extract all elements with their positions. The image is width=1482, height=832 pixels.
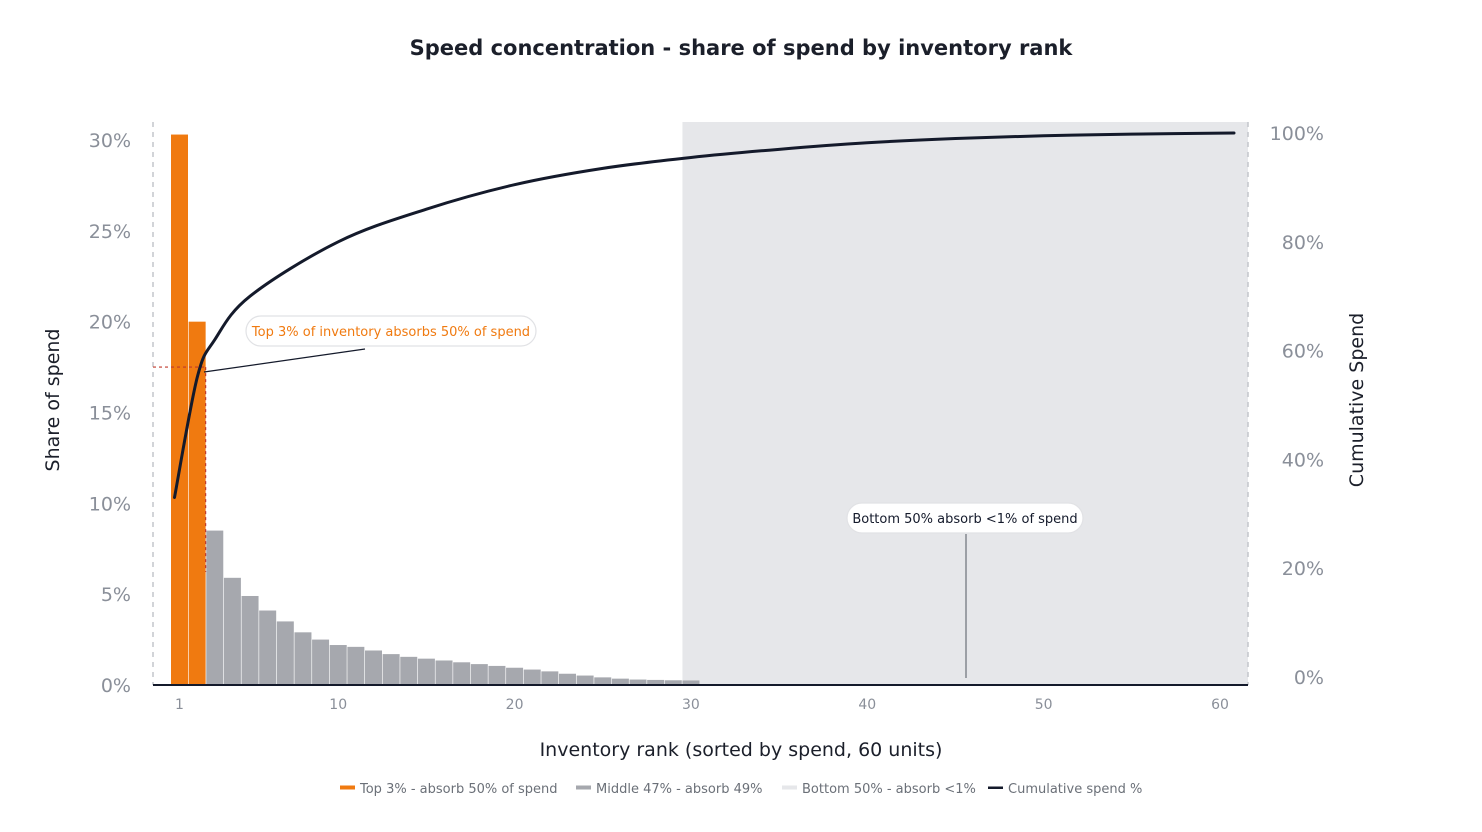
annotation-bottom-text: Bottom 50% absorb <1% of spend	[852, 512, 1077, 527]
legend-label-3: Bottom 50% - absorb <1%	[802, 782, 976, 797]
bar-rank-24	[576, 675, 594, 685]
y2-tick-label: 0%	[1294, 667, 1324, 689]
frame-layer	[152, 122, 1249, 685]
shaded-region	[682, 122, 1248, 685]
x-axis-title: Inventory rank (sorted by spend, 60 unit…	[540, 739, 943, 761]
bar-rank-17	[453, 662, 471, 685]
bar-rank-31	[700, 681, 718, 685]
bar-rank-40	[858, 682, 876, 685]
y2-tick-label: 100%	[1270, 123, 1324, 145]
legend-label-4: Cumulative spend %	[1008, 782, 1142, 797]
bar-rank-1	[171, 134, 188, 686]
cumulative-line	[173, 131, 1236, 499]
y2-axis-title: Cumulative Spend	[1346, 313, 1368, 487]
bar-rank-42	[894, 682, 912, 685]
axes-layer: 0% 5% 10% 15% 20% 25% 30% 0% 20% 40% 60% 80% 100% 1 10…	[89, 123, 1324, 713]
annotation-top-text: Top 3% of inventory absorbs 50% of spend	[251, 325, 530, 340]
annotations-layer: Top 3% of inventory absorbs 50% of spend…	[203, 315, 1084, 678]
bar-rank-20	[506, 667, 524, 685]
bar-rank-25	[594, 677, 612, 685]
bar-rank-14	[400, 656, 418, 685]
bar-rank-6	[259, 610, 277, 685]
bar-rank-38	[823, 682, 841, 685]
bar-rank-3	[206, 530, 224, 685]
bar-rank-16	[435, 660, 453, 685]
legend-label-1: Top 3% - absorb 50% of spend	[359, 782, 558, 797]
y-tick-label: 0%	[101, 675, 131, 697]
legend-swatch-1	[340, 785, 355, 790]
bar-rank-19	[488, 665, 506, 685]
bar-rank-12	[364, 650, 382, 685]
bar-rank-36	[788, 682, 806, 685]
x-tick-label: 30	[682, 697, 700, 713]
bar-rank-4	[223, 577, 241, 685]
bar-rank-5	[241, 595, 259, 685]
bars-layer	[171, 134, 1229, 686]
annotation-bottom-callout	[846, 502, 1084, 534]
bar-rank-29	[664, 680, 682, 685]
bar-rank-18	[470, 664, 488, 685]
bar-rank-13	[382, 654, 400, 685]
bar-rank-23	[558, 673, 576, 685]
legend-label-2: Middle 47% - absorb 49%	[596, 782, 763, 797]
x-tick-label: 40	[858, 697, 876, 713]
legend: Top 3% - absorb 50% of spend Middle 47% -…	[340, 782, 1142, 797]
bar-rank-27	[629, 679, 647, 685]
y-tick-label: 30%	[89, 130, 131, 152]
bar-rank-28	[647, 679, 665, 685]
y-tick-label: 15%	[89, 403, 131, 425]
bar-rank-9	[312, 639, 330, 685]
bar-rank-37	[805, 682, 823, 685]
y-axis-title: Share of spend	[42, 329, 64, 472]
bar-rank-34	[752, 682, 770, 685]
bar-rank-30	[682, 680, 700, 685]
x-tick-label: 1	[175, 697, 184, 713]
y-tick-label: 5%	[101, 584, 131, 606]
chart-title: Speed concentration - share of spend by …	[410, 36, 1074, 60]
y-tick-label: 10%	[89, 493, 131, 515]
y2-tick-label: 80%	[1282, 232, 1324, 254]
legend-swatch-4	[988, 786, 1003, 789]
legend-swatch-3	[782, 785, 797, 790]
bar-rank-35	[770, 682, 788, 685]
bar-rank-7	[276, 621, 294, 685]
y2-tick-label: 60%	[1282, 341, 1324, 363]
bar-rank-11	[347, 646, 365, 685]
bar-rank-8	[294, 632, 312, 685]
x-tick-label: 10	[329, 697, 347, 713]
y-tick-label: 20%	[89, 312, 131, 334]
x-tick-label: 50	[1035, 697, 1053, 713]
bar-rank-22	[541, 671, 559, 685]
x-tick-label: 60	[1211, 697, 1229, 713]
reference-layer	[153, 366, 207, 572]
cumulative-line-layer	[173, 131, 1236, 499]
bar-rank-32	[717, 681, 735, 685]
bar-rank-21	[523, 669, 541, 685]
bar-rank-26	[611, 678, 629, 685]
bar-rank-15	[417, 658, 435, 685]
shaded-region-layer	[682, 122, 1248, 685]
legend-swatch-2	[576, 785, 591, 790]
y2-tick-label: 20%	[1282, 558, 1324, 580]
bar-rank-33	[735, 681, 753, 685]
bar-rank-41	[876, 682, 894, 685]
y2-tick-label: 40%	[1282, 449, 1324, 471]
bar-rank-39	[841, 682, 859, 685]
bar-rank-10	[329, 645, 347, 685]
annotation-top-leader	[203, 348, 366, 373]
y-tick-label: 25%	[89, 221, 131, 243]
bar-rank-2	[188, 321, 206, 685]
x-tick-label: 20	[506, 697, 524, 713]
annotation-top-callout	[245, 315, 537, 347]
